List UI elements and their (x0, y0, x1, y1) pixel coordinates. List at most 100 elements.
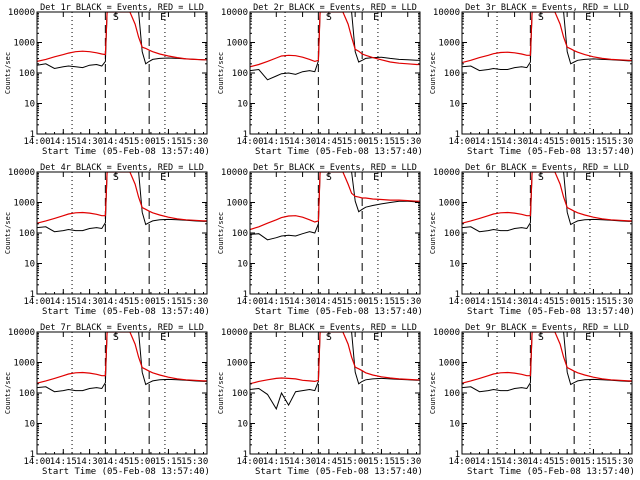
marker-s: S (538, 12, 544, 23)
y-axis-label: Counts/sec (429, 372, 437, 414)
plot-frame (36, 171, 208, 295)
y-tick-label: 1 (243, 450, 248, 460)
y-axis-label: Counts/sec (429, 212, 437, 254)
plot-frame (461, 171, 633, 295)
x-tick-label: 14:45 (527, 297, 554, 307)
panel-title: Det 9r BLACK = Events, RED = LLD (465, 323, 629, 333)
series-events (462, 332, 632, 393)
x-axis-label: Start Time (05-Feb-08 13:57:40) (467, 147, 635, 157)
marker-e: E (373, 332, 379, 343)
y-tick-label: 1 (30, 450, 35, 460)
y-tick-label: 10000 (8, 8, 35, 18)
x-tick-label: 15:30 (394, 137, 421, 147)
marker-e: E (160, 12, 166, 23)
y-tick-label: 100 (444, 229, 460, 239)
y-tick-label: 1000 (13, 359, 35, 369)
x-tick-label: 14:15 (475, 297, 502, 307)
y-tick-label: 1 (455, 130, 460, 140)
y-tick-label: 100 (19, 69, 35, 79)
series-events (250, 12, 420, 81)
y-axis-label: Counts/sec (217, 372, 225, 414)
series-lld (37, 332, 207, 384)
y-tick-label: 10 (24, 420, 35, 430)
y-tick-label: 10000 (221, 8, 248, 18)
y-axis-label: Counts/sec (4, 212, 12, 254)
panel-title: Det 5r BLACK = Events, RED = LLD (253, 163, 417, 173)
series-lld (462, 172, 632, 224)
y-tick-label: 10 (24, 260, 35, 270)
x-tick-label: 14:15 (50, 457, 77, 467)
plot-frame (249, 171, 421, 295)
y-tick-label: 1 (455, 450, 460, 460)
x-tick-label: 14:30 (501, 457, 528, 467)
panel-title: Det 6r BLACK = Events, RED = LLD (465, 163, 629, 173)
marker-s: S (113, 12, 119, 23)
x-tick-label: 14:45 (102, 457, 129, 467)
x-tick-label: 14:30 (501, 297, 528, 307)
x-tick-label: 15:30 (181, 297, 208, 307)
x-axis-label: Start Time (05-Feb-08 13:57:40) (255, 147, 423, 157)
x-tick-label: 15:30 (181, 137, 208, 147)
x-tick-label: 14:30 (289, 297, 316, 307)
plot-frame (249, 331, 421, 455)
x-tick-label: 14:15 (50, 297, 77, 307)
x-tick-label: 14:30 (289, 137, 316, 147)
y-tick-label: 10000 (433, 168, 460, 178)
y-tick-label: 10000 (221, 168, 248, 178)
series-lld (250, 172, 420, 231)
x-tick-label: 14:00 (448, 297, 475, 307)
y-tick-label: 1000 (13, 199, 35, 209)
x-tick-label: 15:00 (129, 137, 156, 147)
x-tick-label: 15:15 (368, 297, 395, 307)
x-tick-label: 14:00 (23, 137, 50, 147)
x-axis-label: Start Time (05-Feb-08 13:57:40) (255, 307, 423, 317)
x-tick-label: 15:30 (394, 297, 421, 307)
marker-e: E (160, 172, 166, 183)
x-tick-label: 15:30 (606, 297, 633, 307)
y-tick-label: 100 (444, 69, 460, 79)
marker-e: E (585, 12, 591, 23)
x-tick-label: 14:00 (448, 137, 475, 147)
x-tick-label: 14:30 (501, 137, 528, 147)
y-tick-label: 10 (237, 100, 248, 110)
y-tick-label: 1000 (226, 359, 248, 369)
marker-s: S (538, 332, 544, 343)
x-tick-label: 15:00 (342, 137, 369, 147)
x-tick-label: 15:15 (155, 457, 182, 467)
x-axis-label: Start Time (05-Feb-08 13:57:40) (255, 467, 423, 477)
series-lld (250, 332, 420, 385)
series-lld (37, 12, 207, 62)
series-events (37, 332, 207, 393)
panel-title: Det 7r BLACK = Events, RED = LLD (40, 323, 204, 333)
x-tick-label: 15:00 (342, 457, 369, 467)
x-tick-label: 14:45 (102, 137, 129, 147)
marker-s: S (113, 332, 119, 343)
x-tick-label: 14:15 (50, 137, 77, 147)
y-axis-label: Counts/sec (217, 212, 225, 254)
y-tick-label: 1000 (438, 199, 460, 209)
y-tick-label: 10 (237, 260, 248, 270)
x-tick-label: 14:00 (23, 457, 50, 467)
x-tick-label: 15:00 (554, 457, 581, 467)
series-events (462, 12, 632, 72)
x-tick-label: 15:30 (606, 457, 633, 467)
series-events (37, 172, 207, 233)
marker-s: S (326, 172, 332, 183)
y-tick-label: 10 (449, 420, 460, 430)
x-axis-label: Start Time (05-Feb-08 13:57:40) (467, 467, 635, 477)
x-tick-label: 14:45 (102, 297, 129, 307)
x-axis-label: Start Time (05-Feb-08 13:57:40) (42, 307, 210, 317)
x-tick-label: 15:15 (580, 297, 607, 307)
x-tick-label: 15:15 (580, 457, 607, 467)
plot-frame (461, 11, 633, 135)
y-axis-label: Counts/sec (4, 372, 12, 414)
y-tick-label: 100 (19, 389, 35, 399)
marker-e: E (160, 332, 166, 343)
x-tick-label: 15:15 (580, 137, 607, 147)
y-tick-label: 1 (243, 290, 248, 300)
